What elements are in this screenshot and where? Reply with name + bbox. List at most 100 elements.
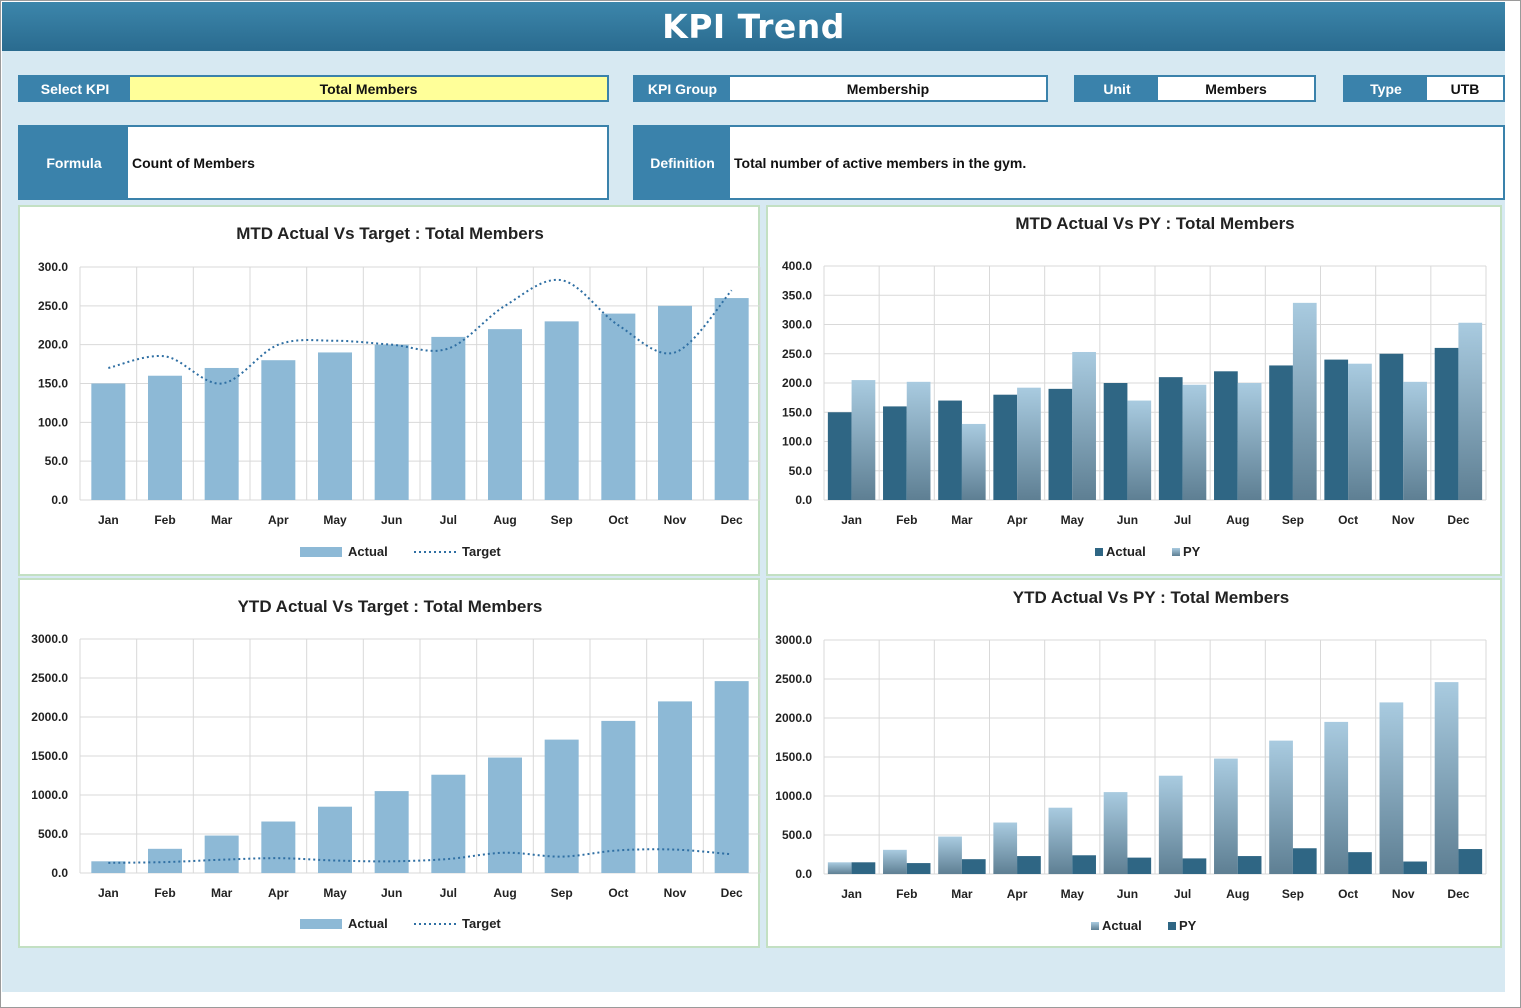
select-kpi-field: Select KPI Total Members (18, 75, 609, 102)
ytd-actual-vs-target-svg: YTD Actual Vs Target : Total Members 0.0 5… (31, 597, 761, 931)
unit-value: Members (1205, 80, 1267, 97)
y-tick-label: 3000.0 (775, 633, 812, 647)
y-tick-label: 100.0 (782, 435, 812, 449)
x-tick-label: Jan (841, 513, 862, 527)
x-tick-label: May (1061, 513, 1085, 527)
bar-actual-oct (1324, 359, 1349, 500)
bar-actual-feb (883, 406, 907, 500)
mtd-actual-vs-py-svg: MTD Actual Vs PY : Total Members 0.0 50.0 1… (782, 214, 1487, 559)
y-tick-label: 350.0 (782, 288, 812, 302)
kpi-group-field: KPI Group Membership (633, 75, 1048, 102)
definition-value: Total number of active members in the gy… (734, 154, 1027, 171)
bar-actual-jun (374, 791, 409, 873)
bar-actual-apr (261, 821, 296, 873)
y-tick-label: 200.0 (38, 338, 68, 352)
legend-label-actual: Actual (348, 544, 388, 559)
x-tick-label: Oct (1338, 513, 1358, 527)
y-tick-label: 0.0 (795, 493, 812, 507)
legend-label-actual: Actual (348, 916, 388, 931)
bar-py-jul (1182, 384, 1207, 500)
unit-label: Unit (1076, 77, 1158, 100)
y-tick-label: 500.0 (38, 827, 68, 841)
x-tick-label: Jan (841, 887, 862, 901)
bar-py-apr (1017, 387, 1041, 500)
y-tick-label: 300.0 (782, 318, 812, 332)
x-tick-label: Feb (154, 886, 175, 900)
x-tick-label: Sep (1282, 513, 1304, 527)
bar-actual-aug (1214, 758, 1238, 874)
bar-py-sep (1292, 302, 1317, 500)
x-tick-label: Apr (1007, 513, 1028, 527)
x-tick-label: Jun (1117, 887, 1138, 901)
bar-actual-mar (204, 835, 239, 873)
bar-actual-jul (431, 774, 466, 873)
bar-actual-jun (1103, 792, 1128, 874)
bar-actual-dec (714, 681, 749, 873)
y-tick-label: 0.0 (795, 867, 812, 881)
legend-swatch-actual (1095, 548, 1103, 556)
x-tick-label: Mar (211, 513, 233, 527)
x-tick-label: Nov (664, 886, 687, 900)
x-tick-label: Jul (1174, 513, 1191, 527)
x-tick-label: May (323, 886, 347, 900)
page-title: KPI Trend (2, 2, 1505, 51)
bar-actual-aug (1214, 371, 1238, 500)
bar-actual-sep (544, 739, 579, 873)
bar-actual-mar (204, 367, 239, 500)
x-tick-label: Apr (1007, 887, 1028, 901)
bar-actual-nov (1379, 353, 1404, 500)
x-tick-label: Jun (1117, 513, 1138, 527)
bar-actual-may (318, 806, 352, 873)
bar-actual-dec (1434, 347, 1459, 500)
select-kpi-dropdown[interactable]: Total Members (130, 77, 607, 100)
legend-label-actual: Actual (1102, 918, 1142, 933)
type-value: UTB (1450, 80, 1480, 97)
x-tick-label: Dec (1447, 513, 1469, 527)
bar-actual-jan (91, 861, 126, 873)
x-tick-label: Oct (608, 513, 628, 527)
bar-py-jun (1127, 400, 1152, 500)
bar-py-sep (1292, 848, 1317, 874)
bar-actual-may (318, 352, 352, 500)
y-tick-label: 1500.0 (775, 750, 812, 764)
bar-actual-jul (1158, 775, 1183, 874)
bar-actual-jan (91, 383, 126, 500)
y-tick-label: 1000.0 (31, 788, 68, 802)
bar-actual-mar (938, 400, 962, 500)
bar-actual-aug (488, 757, 522, 873)
legend-swatch-py (1168, 922, 1176, 930)
legend-swatch-actual (1091, 922, 1099, 930)
bar-py-oct (1348, 852, 1372, 874)
ytd-actual-vs-py-svg: YTD Actual Vs PY : Total Members 0.0 500.0… (775, 588, 1487, 933)
x-tick-label: Sep (551, 886, 573, 900)
x-tick-label: Jul (1174, 887, 1191, 901)
x-tick-label: Aug (1226, 513, 1249, 527)
type-field: Type UTB (1343, 75, 1505, 102)
chart-title: YTD Actual Vs PY : Total Members (1013, 588, 1289, 607)
legend-label-py: PY (1183, 544, 1201, 559)
bar-py-mar (961, 859, 986, 874)
bar-py-dec (1458, 849, 1483, 874)
x-tick-label: Apr (268, 513, 289, 527)
y-tick-label: 2000.0 (31, 710, 68, 724)
y-tick-label: 150.0 (782, 405, 812, 419)
formula-label: Formula (20, 127, 128, 198)
mtd-actual-vs-target-chart: MTD Actual Vs Target : Total Members 0.0 5… (18, 205, 761, 576)
x-tick-label: Jul (440, 886, 457, 900)
bar-py-nov (1403, 861, 1427, 874)
chart-title: YTD Actual Vs Target : Total Members (238, 597, 543, 616)
y-tick-label: 1500.0 (31, 749, 68, 763)
x-tick-label: May (323, 513, 347, 527)
bar-actual-may (1048, 388, 1073, 500)
y-tick-label: 2000.0 (775, 711, 812, 725)
formula-box: Formula Count of Members (18, 125, 609, 200)
x-tick-label: Nov (1392, 513, 1415, 527)
formula-value: Count of Members (132, 154, 255, 171)
chart-title: MTD Actual Vs PY : Total Members (1015, 214, 1294, 233)
x-tick-label: Jan (98, 513, 119, 527)
bar-actual-feb (148, 848, 182, 873)
bar-py-may (1072, 351, 1096, 500)
bar-py-may (1072, 855, 1096, 874)
bar-py-mar (961, 423, 986, 500)
bar-actual-oct (601, 720, 636, 873)
